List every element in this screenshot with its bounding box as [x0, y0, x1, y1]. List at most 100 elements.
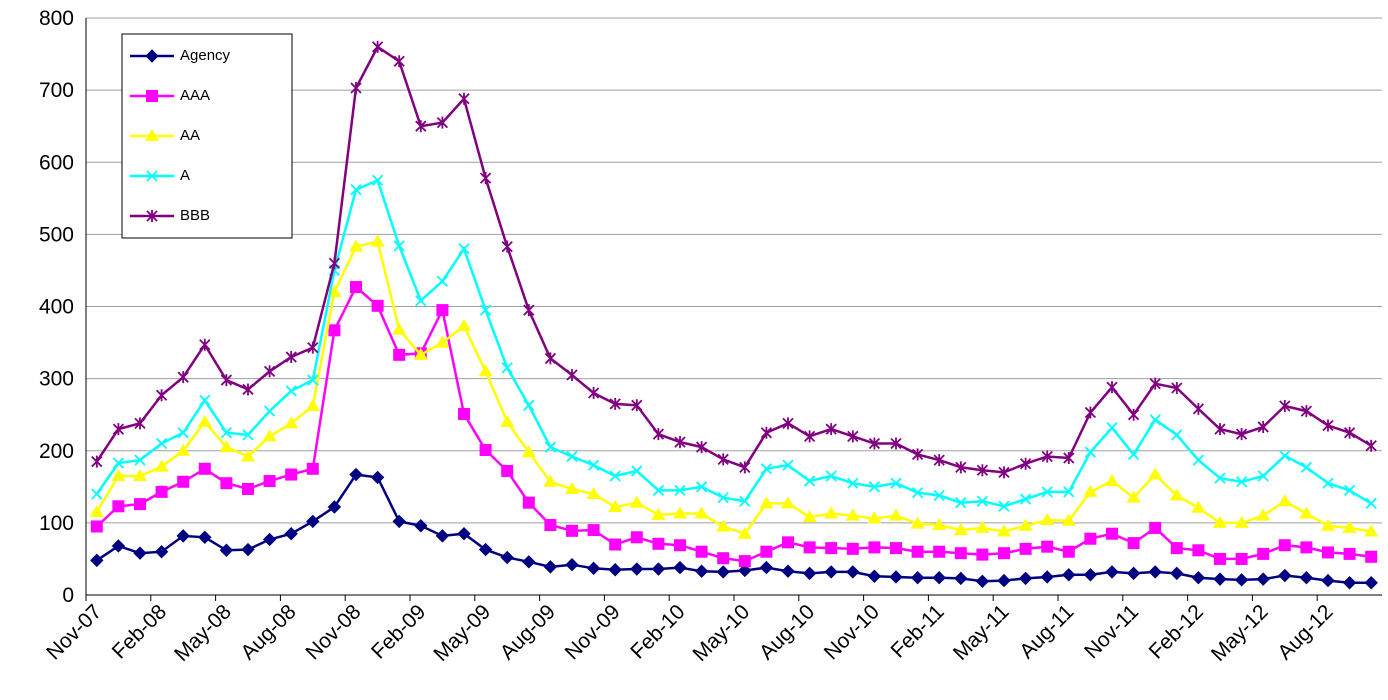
marker: [500, 414, 515, 427]
marker: [651, 507, 666, 520]
marker: [586, 561, 601, 576]
x-tick-label: May-09: [429, 600, 495, 666]
marker: [1365, 497, 1377, 510]
y-tick-label: 800: [39, 7, 74, 30]
marker: [1192, 454, 1205, 466]
marker: [998, 466, 1010, 479]
legend-label: Agency: [180, 47, 231, 64]
marker: [154, 459, 169, 472]
marker: [457, 318, 471, 331]
series: [91, 174, 1377, 512]
marker: [608, 563, 622, 577]
marker: [306, 462, 319, 475]
marker: [1343, 484, 1356, 497]
marker: [911, 486, 924, 499]
marker: [90, 553, 104, 568]
marker: [523, 304, 535, 317]
marker: [479, 304, 492, 316]
x-tick-label: Aug-08: [237, 600, 301, 664]
marker: [868, 437, 881, 450]
x-tick-label: Nov-07: [42, 600, 106, 664]
y-tick-label: 500: [39, 223, 74, 246]
marker: [608, 500, 623, 513]
marker: [285, 468, 298, 481]
marker: [868, 541, 881, 554]
marker: [371, 174, 384, 186]
marker: [1278, 568, 1292, 583]
marker: [868, 481, 881, 493]
marker: [1364, 524, 1379, 537]
marker: [782, 459, 794, 471]
marker: [997, 573, 1011, 588]
marker: [695, 481, 708, 493]
marker: [1018, 518, 1033, 531]
marker: [1257, 470, 1269, 482]
marker: [145, 129, 159, 141]
marker: [1106, 381, 1118, 394]
marker: [155, 437, 168, 450]
marker: [1256, 572, 1270, 586]
marker: [565, 558, 579, 572]
marker: [285, 350, 297, 363]
marker: [1127, 537, 1140, 550]
marker: [220, 374, 233, 387]
marker: [1040, 570, 1054, 584]
marker: [176, 529, 190, 543]
marker: [458, 243, 470, 255]
marker: [889, 508, 903, 521]
marker: [760, 463, 773, 475]
marker: [177, 475, 190, 488]
marker: [587, 524, 600, 537]
marker: [197, 414, 212, 427]
marker: [112, 457, 125, 469]
marker: [1191, 570, 1206, 585]
marker: [458, 92, 470, 105]
x-tick-label: Aug-10: [755, 600, 819, 664]
x-tick-label: Aug-12: [1273, 600, 1337, 664]
marker: [305, 399, 320, 412]
marker: [975, 574, 990, 589]
marker: [436, 116, 449, 129]
marker: [500, 550, 514, 565]
x-tick-label: May-12: [1207, 600, 1273, 666]
marker: [350, 81, 362, 94]
marker: [263, 475, 276, 488]
marker: [673, 560, 687, 575]
marker: [1234, 573, 1249, 587]
marker: [976, 495, 989, 507]
marker: [1192, 402, 1205, 415]
marker: [111, 468, 126, 481]
marker: [1149, 377, 1161, 390]
marker: [327, 500, 342, 514]
marker: [1299, 570, 1314, 585]
marker: [134, 498, 146, 511]
marker: [1300, 405, 1313, 418]
marker: [1277, 494, 1292, 507]
marker: [457, 526, 471, 541]
marker: [716, 565, 730, 579]
x-tick-label: Nov-08: [301, 600, 365, 664]
marker: [694, 564, 709, 578]
marker: [739, 495, 751, 507]
marker: [370, 470, 385, 485]
marker: [847, 477, 859, 489]
marker: [1322, 546, 1334, 559]
marker: [1105, 565, 1119, 579]
marker: [1299, 506, 1314, 519]
marker: [1106, 422, 1118, 434]
marker: [846, 542, 859, 555]
marker: [630, 531, 643, 544]
marker: [1257, 420, 1269, 433]
marker: [350, 184, 362, 196]
marker: [415, 295, 427, 307]
marker: [1279, 400, 1291, 413]
marker: [802, 510, 817, 523]
marker: [997, 524, 1011, 537]
marker: [1364, 576, 1378, 590]
marker: [932, 518, 947, 531]
marker: [262, 429, 277, 442]
marker: [479, 172, 492, 185]
marker: [737, 526, 752, 539]
